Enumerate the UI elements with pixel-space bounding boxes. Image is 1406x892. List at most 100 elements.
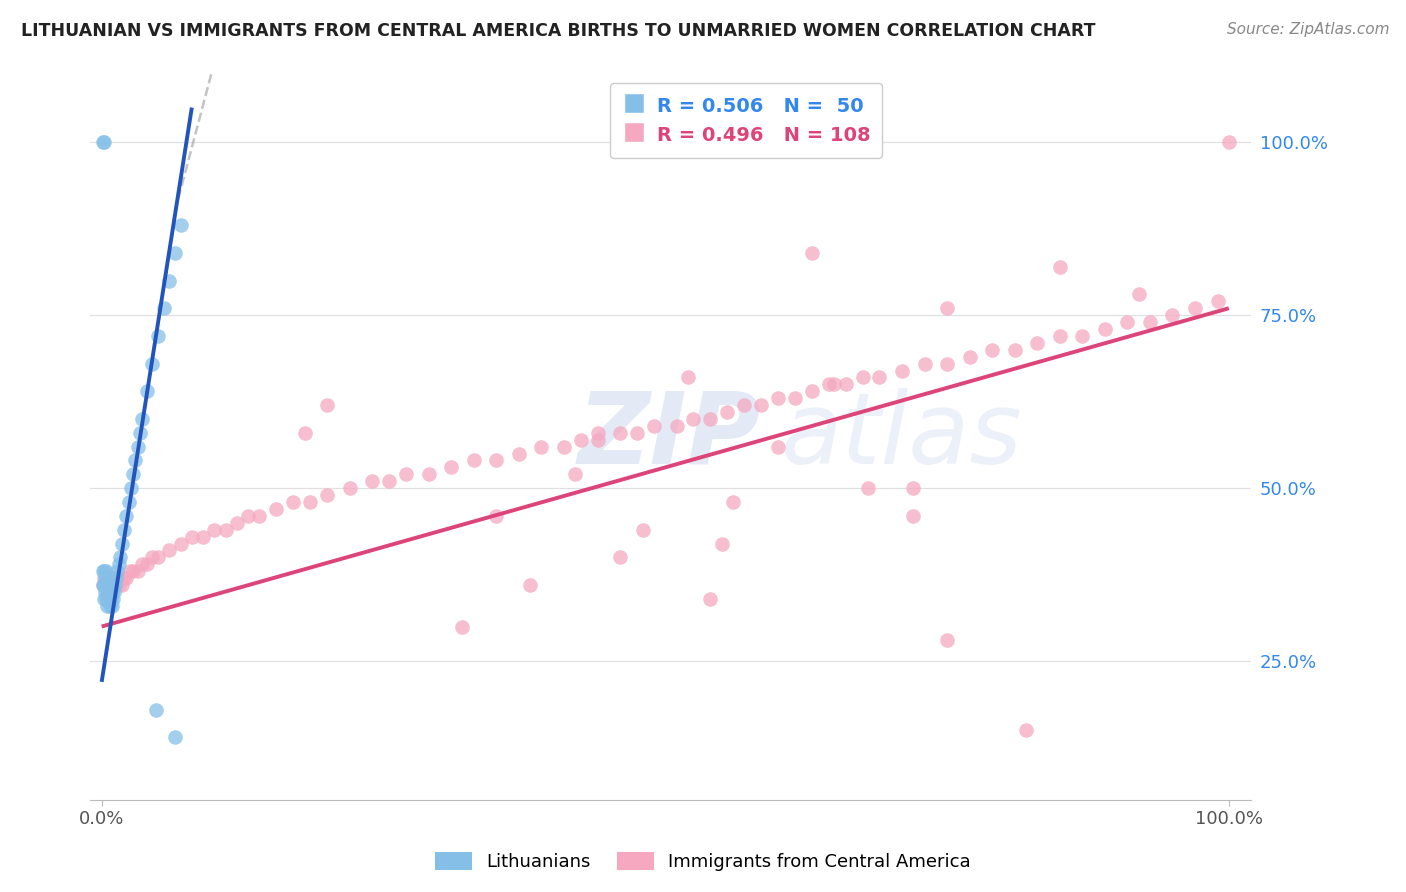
Point xyxy=(631,523,654,537)
Point xyxy=(485,508,508,523)
Point xyxy=(1139,315,1161,329)
Point xyxy=(238,508,260,523)
Point xyxy=(112,571,135,585)
Point xyxy=(93,578,115,592)
Point xyxy=(851,370,873,384)
Point xyxy=(101,599,124,613)
Point xyxy=(91,578,114,592)
Point xyxy=(107,571,129,585)
Point xyxy=(903,481,925,495)
Point xyxy=(564,467,586,482)
Point xyxy=(93,571,115,585)
Point xyxy=(1184,301,1206,316)
Point xyxy=(135,558,157,572)
Point xyxy=(93,591,115,606)
Point xyxy=(936,301,959,316)
Point xyxy=(586,425,609,440)
Point xyxy=(118,495,141,509)
Point xyxy=(122,564,145,578)
Point xyxy=(283,495,305,509)
Point xyxy=(157,543,180,558)
Point xyxy=(169,218,191,232)
Point xyxy=(1161,308,1184,322)
Point xyxy=(682,412,704,426)
Point xyxy=(699,591,721,606)
Point xyxy=(146,329,169,343)
Point xyxy=(157,274,180,288)
Point xyxy=(103,585,125,599)
Point xyxy=(104,578,127,592)
Point xyxy=(101,578,124,592)
Point xyxy=(96,591,118,606)
Point xyxy=(146,550,169,565)
Point xyxy=(101,585,124,599)
Point xyxy=(105,578,128,592)
Point xyxy=(96,585,118,599)
Point xyxy=(100,591,122,606)
Point xyxy=(721,495,744,509)
Point xyxy=(361,474,384,488)
Point xyxy=(1026,335,1049,350)
Point xyxy=(299,495,322,509)
Point xyxy=(643,418,665,433)
Point xyxy=(316,398,339,412)
Point xyxy=(800,246,823,260)
Point xyxy=(914,357,936,371)
Point xyxy=(101,591,124,606)
Point xyxy=(101,571,124,585)
Point xyxy=(112,523,135,537)
Point xyxy=(1049,329,1071,343)
Point xyxy=(191,530,214,544)
Point xyxy=(93,135,115,149)
Point xyxy=(127,564,149,578)
Point xyxy=(202,523,225,537)
Point xyxy=(463,453,485,467)
Point xyxy=(96,578,118,592)
Point xyxy=(1128,287,1150,301)
Point xyxy=(1116,315,1139,329)
Point xyxy=(96,578,118,592)
Text: Source: ZipAtlas.com: Source: ZipAtlas.com xyxy=(1226,22,1389,37)
Point xyxy=(94,585,117,599)
Point xyxy=(485,453,508,467)
Point xyxy=(101,578,124,592)
Point xyxy=(120,481,142,495)
Point xyxy=(97,591,120,606)
Point xyxy=(163,246,186,260)
Point xyxy=(834,377,856,392)
Point xyxy=(91,564,114,578)
Point xyxy=(716,405,738,419)
Point xyxy=(395,467,418,482)
Point xyxy=(1004,343,1026,357)
Point xyxy=(94,578,117,592)
Point xyxy=(609,425,631,440)
Point xyxy=(665,418,688,433)
Point xyxy=(93,578,115,592)
Point xyxy=(418,467,440,482)
Point xyxy=(108,571,131,585)
Legend: R = 0.506   N =  50, R = 0.496   N = 108: R = 0.506 N = 50, R = 0.496 N = 108 xyxy=(610,83,883,158)
Point xyxy=(626,425,648,440)
Point xyxy=(169,536,191,550)
Point xyxy=(710,536,733,550)
Point xyxy=(586,433,609,447)
Point xyxy=(108,550,131,565)
Point xyxy=(163,731,186,745)
Point xyxy=(249,508,271,523)
Point xyxy=(107,578,129,592)
Point xyxy=(1015,723,1038,738)
Point xyxy=(749,398,772,412)
Point xyxy=(569,433,592,447)
Point xyxy=(339,481,361,495)
Point xyxy=(316,488,339,502)
Point xyxy=(141,357,163,371)
Point xyxy=(519,578,541,592)
Point xyxy=(97,578,120,592)
Text: LITHUANIAN VS IMMIGRANTS FROM CENTRAL AMERICA BIRTHS TO UNMARRIED WOMEN CORRELAT: LITHUANIAN VS IMMIGRANTS FROM CENTRAL AM… xyxy=(21,22,1095,40)
Point xyxy=(96,564,118,578)
Point xyxy=(135,384,157,399)
Point xyxy=(118,564,141,578)
Point xyxy=(903,508,925,523)
Point xyxy=(94,571,117,585)
Point xyxy=(122,467,145,482)
